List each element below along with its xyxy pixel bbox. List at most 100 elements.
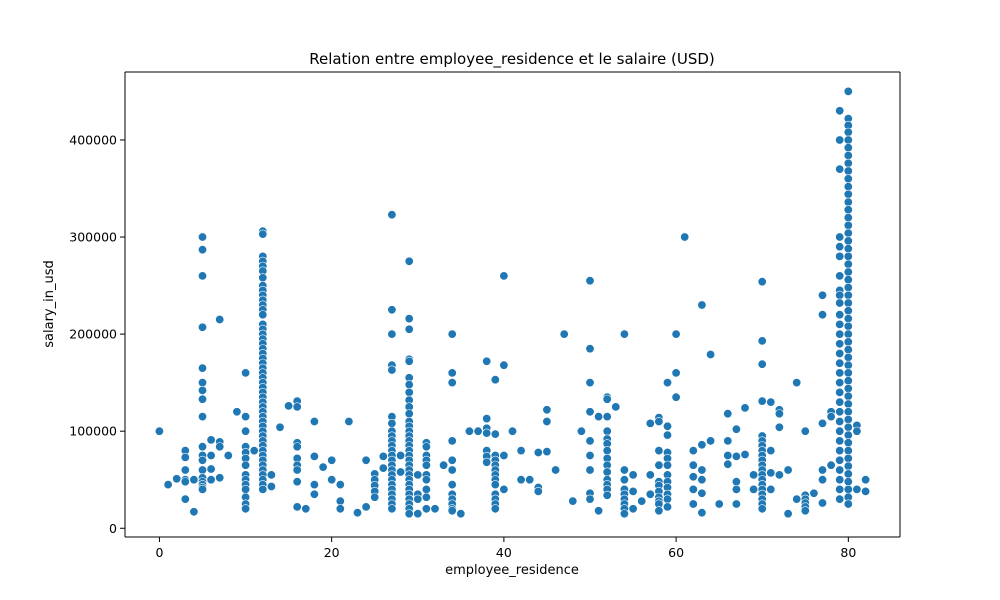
data-point: [180, 452, 190, 462]
data-point: [542, 405, 552, 415]
data-point: [421, 504, 431, 514]
data-point: [861, 475, 871, 485]
data-point: [352, 508, 362, 518]
data-point: [835, 416, 845, 426]
data-point: [628, 486, 638, 496]
data-point: [602, 426, 612, 436]
data-point: [223, 450, 233, 460]
data-point: [387, 418, 397, 428]
data-point: [292, 442, 302, 452]
data-point: [473, 426, 483, 436]
data-point: [447, 329, 457, 339]
data-point: [198, 394, 208, 404]
data-point: [594, 412, 604, 422]
data-point: [835, 407, 845, 417]
data-point: [783, 509, 793, 519]
data-point: [585, 344, 595, 354]
data-point: [327, 475, 337, 485]
data-point: [792, 494, 802, 504]
data-point: [843, 337, 853, 347]
data-point: [843, 182, 853, 192]
data-point: [637, 496, 647, 506]
x-tick-label: 20: [324, 545, 340, 560]
data-point: [688, 460, 698, 470]
data-point: [835, 135, 845, 145]
data-point: [835, 436, 845, 446]
data-point: [628, 470, 638, 480]
data-point: [843, 275, 853, 285]
data-point: [843, 461, 853, 471]
data-point: [266, 470, 276, 480]
data-point: [774, 470, 784, 480]
data-point: [671, 392, 681, 402]
data-point: [731, 451, 741, 461]
data-point: [309, 489, 319, 499]
data-point: [645, 470, 655, 480]
data-point: [404, 409, 414, 419]
data-point: [499, 484, 509, 494]
data-point: [645, 489, 655, 499]
x-tick-label: 40: [496, 545, 512, 560]
data-point: [817, 475, 827, 485]
data-point: [309, 451, 319, 461]
data-point: [706, 436, 716, 446]
data-point: [404, 356, 414, 366]
data-point: [154, 426, 164, 436]
data-point: [697, 475, 707, 485]
data-point: [843, 228, 853, 238]
data-point: [662, 430, 672, 440]
data-point: [843, 267, 853, 277]
data-point: [757, 504, 767, 514]
data-point: [835, 378, 845, 388]
data-point: [843, 290, 853, 300]
data-point: [835, 310, 845, 320]
data-point: [843, 220, 853, 230]
data-point: [843, 189, 853, 199]
data-point: [843, 321, 853, 331]
data-point: [499, 450, 509, 460]
data-point: [766, 468, 776, 478]
data-point: [585, 276, 595, 286]
data-point: [783, 465, 793, 475]
data-point: [396, 467, 406, 477]
data-point: [318, 462, 328, 472]
data-point: [447, 378, 457, 388]
data-point: [843, 446, 853, 456]
y-tick-label: 100000: [69, 424, 117, 439]
data-point: [172, 474, 182, 484]
data-point: [198, 412, 208, 422]
data-point: [843, 86, 853, 96]
data-point: [817, 290, 827, 300]
x-tick-label: 0: [155, 545, 163, 560]
data-point: [714, 499, 724, 509]
data-point: [206, 450, 216, 460]
data-point: [387, 210, 397, 220]
data-point: [361, 455, 371, 465]
data-point: [843, 368, 853, 378]
data-point: [792, 378, 802, 388]
data-point: [619, 475, 629, 485]
data-point: [835, 397, 845, 407]
data-point: [404, 380, 414, 390]
data-point: [680, 232, 690, 242]
data-point: [387, 504, 397, 514]
data-point: [835, 298, 845, 308]
data-point: [731, 424, 741, 434]
data-point: [249, 446, 259, 456]
data-point: [843, 469, 853, 479]
data-point: [499, 360, 509, 370]
data-point: [843, 376, 853, 386]
data-point: [740, 449, 750, 459]
data-point: [835, 290, 845, 300]
data-point: [835, 106, 845, 116]
data-point: [731, 499, 741, 509]
data-point: [843, 298, 853, 308]
data-point: [843, 282, 853, 292]
data-point: [309, 416, 319, 426]
data-point: [800, 506, 810, 516]
data-point: [309, 480, 319, 490]
data-point: [585, 450, 595, 460]
data-point: [568, 496, 578, 506]
data-point: [835, 232, 845, 242]
